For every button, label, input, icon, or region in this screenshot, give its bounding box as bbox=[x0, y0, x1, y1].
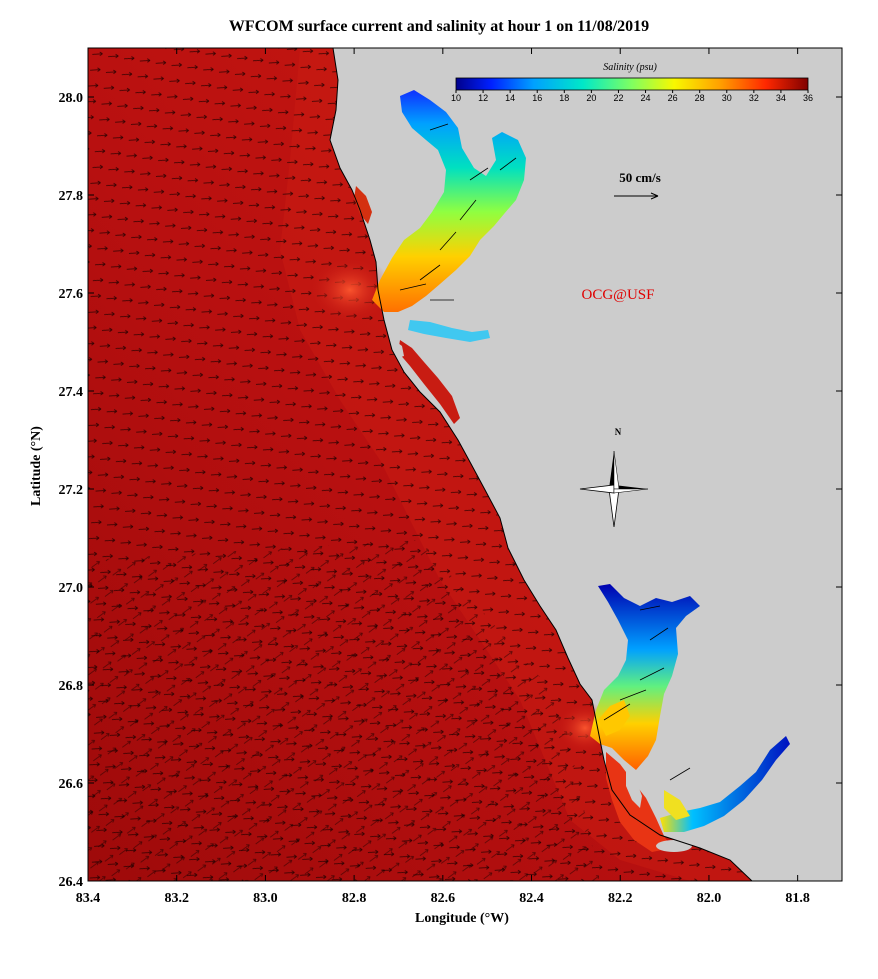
colorbar-title: Salinity (psu) bbox=[603, 62, 657, 73]
colorbar-tick-label: 26 bbox=[668, 93, 678, 103]
colorbar-tick-label: 18 bbox=[559, 93, 569, 103]
estuary-arrows bbox=[399, 123, 691, 781]
map-title: WFCOM surface current and salinity at ho… bbox=[228, 18, 650, 35]
x-tick-label: 83.2 bbox=[164, 891, 189, 906]
colorbar: Salinity (psu) 10 12 14 16 18 20 22 24 26 28 30 32 3… bbox=[451, 62, 813, 103]
colorbar-gradient bbox=[455, 77, 809, 91]
colorbar-tick-label: 28 bbox=[695, 93, 705, 103]
sarasota-bay bbox=[398, 340, 460, 424]
y-tick-label: 27.4 bbox=[59, 385, 84, 400]
x-axis-title: Longitude (°W) bbox=[415, 911, 509, 926]
credit-text: OCG@USF bbox=[581, 287, 654, 303]
boca-ciega-bay bbox=[354, 186, 372, 224]
colorbar-tick-label: 34 bbox=[776, 93, 786, 103]
colorbar-tick-label: 24 bbox=[641, 93, 651, 103]
y-tick-label: 27.8 bbox=[59, 189, 84, 204]
scale-arrow-label: 50 cm/s bbox=[619, 170, 661, 185]
compass-rose: N bbox=[579, 427, 649, 528]
y-tick-label: 26.8 bbox=[59, 679, 84, 694]
y-axis: 28.0 27.8 27.6 27.4 27.2 27.0 26.8 26.6 26.4 bbox=[59, 91, 842, 890]
colorbar-tick-label: 30 bbox=[722, 93, 732, 103]
caloosahatchee-river bbox=[660, 736, 790, 832]
colorbar-tick-label: 14 bbox=[505, 93, 515, 103]
x-tick-label: 83.0 bbox=[253, 891, 278, 906]
y-tick-label: 27.0 bbox=[59, 581, 84, 596]
y-tick-label: 26.6 bbox=[59, 777, 84, 792]
longboat-key bbox=[394, 340, 404, 358]
tampa-bay bbox=[372, 90, 526, 312]
colorbar-tick-label: 10 bbox=[451, 93, 461, 103]
x-tick-label: 81.8 bbox=[785, 891, 810, 906]
y-axis-title: Latitude (°N) bbox=[29, 426, 44, 506]
colorbar-tick-label: 20 bbox=[586, 93, 596, 103]
y-tick-label: 27.6 bbox=[59, 287, 84, 302]
x-tick-label: 82.4 bbox=[519, 891, 544, 906]
y-tick-label: 26.4 bbox=[59, 875, 84, 890]
tampa-plume bbox=[308, 256, 392, 324]
coastline bbox=[329, 48, 753, 881]
estero-transition bbox=[664, 790, 690, 820]
colorbar-tick-label: 16 bbox=[532, 93, 542, 103]
colorbar-tick-label: 22 bbox=[613, 93, 623, 103]
y-tick-label: 28.0 bbox=[59, 91, 84, 106]
compass-label: N bbox=[615, 427, 622, 437]
colorbar-tick-label: 36 bbox=[803, 93, 813, 103]
colorbar-tick-label: 32 bbox=[749, 93, 759, 103]
x-tick-label: 82.2 bbox=[608, 891, 633, 906]
colorbar-tick-label: 12 bbox=[478, 93, 488, 103]
x-tick-label: 82.0 bbox=[697, 891, 722, 906]
scale-arrow: 50 cm/s bbox=[614, 170, 661, 200]
x-tick-label: 82.8 bbox=[342, 891, 367, 906]
sanibel-island bbox=[656, 840, 692, 852]
x-tick-label: 82.6 bbox=[431, 891, 456, 906]
pine-island bbox=[626, 770, 642, 808]
manatee-river bbox=[408, 320, 490, 342]
plot-frame bbox=[87, 47, 843, 882]
x-axis: 83.4 83.2 83.0 82.8 82.6 82.4 82.2 82.0 81.8 bbox=[76, 48, 810, 906]
y-tick-label: 27.2 bbox=[59, 483, 84, 498]
x-tick-label: 83.4 bbox=[76, 891, 101, 906]
barrier-island bbox=[342, 52, 354, 150]
